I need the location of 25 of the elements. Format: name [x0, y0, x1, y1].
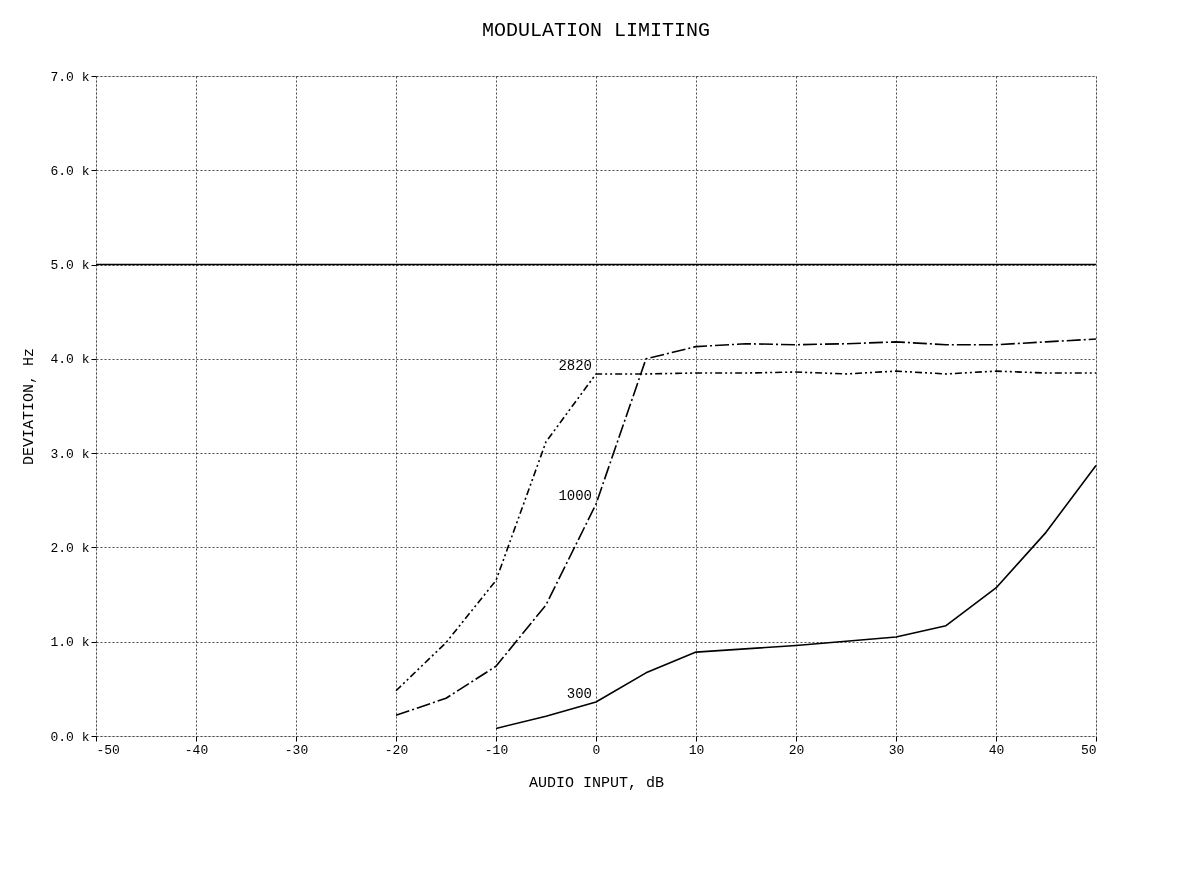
chart-title: MODULATION LIMITING	[481, 19, 711, 42]
y-tick-label: 7.0 k	[50, 69, 90, 85]
series-label: 2820	[558, 357, 592, 374]
x-tick-label: 50	[1080, 742, 1097, 758]
series-label: 300	[566, 686, 592, 703]
x-tick-label: 40	[988, 742, 1005, 758]
x-axis-title: AUDIO INPUT, dB	[528, 774, 665, 792]
x-tick-label: -50	[96, 742, 120, 758]
y-tick-label: 0.0 k	[50, 729, 90, 745]
y-tick-label: 4.0 k	[50, 352, 90, 368]
y-tick-label: 5.0 k	[50, 258, 90, 274]
x-tick-label: -10	[484, 742, 509, 758]
x-tick-label: 10	[688, 742, 705, 758]
y-tick-label: 2.0 k	[50, 540, 90, 556]
y-tick-label: 1.0 k	[50, 635, 90, 651]
y-tick-label: 6.0 k	[50, 163, 90, 179]
x-tick-label: -20	[384, 742, 409, 758]
x-tick-label: 30	[888, 742, 905, 758]
x-tick-label: -30	[284, 742, 309, 758]
x-tick-label: 0	[592, 742, 601, 758]
y-axis-title: DEVIATION, Hz	[21, 347, 39, 466]
x-tick-label: -40	[184, 742, 209, 758]
x-tick-label: 20	[788, 742, 805, 758]
y-tick-label: 3.0 k	[50, 446, 90, 462]
series-label: 1000	[558, 488, 592, 505]
